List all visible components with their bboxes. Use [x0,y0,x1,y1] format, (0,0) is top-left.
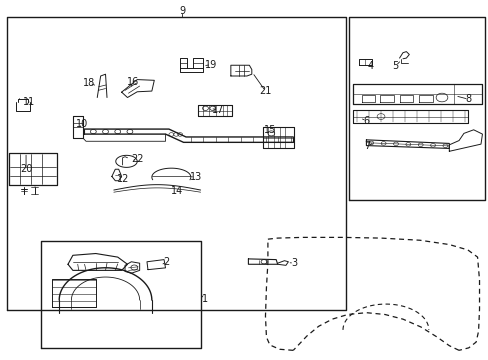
Text: 18: 18 [83,78,95,88]
Text: 16: 16 [127,77,139,87]
Text: 22: 22 [131,154,143,164]
Text: 19: 19 [205,59,217,69]
Text: 1: 1 [201,294,207,304]
Text: 2: 2 [163,257,169,267]
Text: 17: 17 [212,105,224,115]
Text: 3: 3 [290,258,297,268]
Text: 8: 8 [465,94,471,104]
Text: 13: 13 [189,172,202,182]
Text: 21: 21 [259,86,271,96]
Text: 14: 14 [171,186,183,197]
Text: 20: 20 [20,164,32,174]
Text: 6: 6 [363,116,369,126]
Text: 7: 7 [364,141,370,151]
Text: 11: 11 [23,97,35,107]
Text: 9: 9 [179,6,185,16]
Text: 5: 5 [392,61,398,71]
Text: 12: 12 [117,174,129,184]
Text: 4: 4 [366,61,373,71]
Text: 15: 15 [264,125,276,135]
Text: 10: 10 [76,119,88,129]
